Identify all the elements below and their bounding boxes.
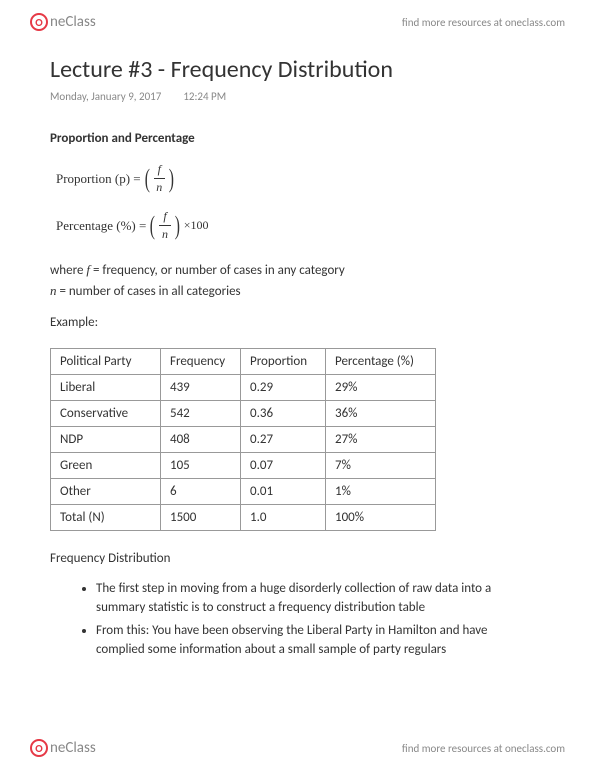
brand-logo: OneClass xyxy=(30,739,96,757)
table-body: Liberal4390.2929%Conservative5420.3636%N… xyxy=(51,375,436,531)
fraction: f n xyxy=(158,209,172,242)
table-cell: 439 xyxy=(161,375,241,401)
page-header: OneClass find more resources at oneclass… xyxy=(0,8,595,36)
times-100: ×100 xyxy=(184,218,209,233)
table-header-cell: Political Party xyxy=(51,349,161,375)
fraction-group: ( f n ) xyxy=(143,162,176,195)
page-title: Lecture #3 - Frequency Distribution xyxy=(50,55,545,84)
table-cell: Green xyxy=(51,453,161,479)
symbol-f: f xyxy=(86,262,90,277)
fraction-group: ( f n ) xyxy=(148,209,181,242)
page-footer: OneClass find more resources at oneclass… xyxy=(0,734,595,762)
table-cell: NDP xyxy=(51,427,161,453)
brand-name: neClass xyxy=(50,13,96,31)
date-line: Monday, January 9, 2017 12:24 PM xyxy=(50,90,545,103)
table-cell: 1500 xyxy=(161,505,241,531)
fraction-denominator: n xyxy=(158,226,172,242)
table-header-cell: Frequency xyxy=(161,349,241,375)
formula-percentage: Percentage (%) = ( f n ) ×100 xyxy=(56,209,545,242)
paren-left-icon: ( xyxy=(150,213,155,239)
fraction-numerator: f xyxy=(154,162,165,179)
brand-name: neClass xyxy=(50,739,96,757)
fraction: f n xyxy=(152,162,166,195)
where-text: = frequency, or number of cases in any c… xyxy=(93,263,345,278)
table-cell: 0.27 xyxy=(241,427,326,453)
page-time: 12:24 PM xyxy=(183,90,226,103)
table-cell: Liberal xyxy=(51,375,161,401)
table-cell: Total (N) xyxy=(51,505,161,531)
table-header-cell: Proportion xyxy=(241,349,326,375)
formula-proportion: Proportion (p) = ( f n ) xyxy=(56,162,545,195)
where-text: where xyxy=(50,263,86,278)
table-cell: 542 xyxy=(161,401,241,427)
table-row: NDP4080.2727% xyxy=(51,427,436,453)
section-fd-heading: Frequency Distribution xyxy=(50,551,545,566)
fraction-numerator: f xyxy=(159,209,170,226)
frequency-table: Political PartyFrequencyProportionPercen… xyxy=(50,348,436,531)
table-cell: Other xyxy=(51,479,161,505)
paren-left-icon: ( xyxy=(144,166,149,192)
table-row: Liberal4390.2929% xyxy=(51,375,436,401)
fraction-denominator: n xyxy=(152,179,166,195)
header-tagline: find more resources at oneclass.com xyxy=(402,16,565,29)
table-row: Green1050.077% xyxy=(51,453,436,479)
table-cell: 27% xyxy=(326,427,436,453)
table-row: Total (N)15001.0100% xyxy=(51,505,436,531)
where-clause: where f = frequency, or number of cases … xyxy=(50,260,545,301)
table-cell: 105 xyxy=(161,453,241,479)
where-text: = number of cases in all categories xyxy=(57,284,241,299)
formula-lhs: Percentage (%) = xyxy=(56,218,146,234)
table-header-cell: Percentage (%) xyxy=(326,349,436,375)
section-proportion-heading: Proportion and Percentage xyxy=(50,131,545,146)
table-cell: 100% xyxy=(326,505,436,531)
table-cell: 29% xyxy=(326,375,436,401)
table-cell: 1% xyxy=(326,479,436,505)
table-cell: 6 xyxy=(161,479,241,505)
bullet-list: The first step in moving from a huge dis… xyxy=(50,580,545,659)
formula-lhs: Proportion (p) = xyxy=(56,171,141,187)
list-item: From this: You have been observing the L… xyxy=(96,622,545,660)
table-cell: 7% xyxy=(326,453,436,479)
table-cell: 0.01 xyxy=(241,479,326,505)
brand-mark-icon: O xyxy=(30,13,48,31)
table-cell: 0.07 xyxy=(241,453,326,479)
paren-right-icon: ) xyxy=(169,166,174,192)
table-row: Conservative5420.3636% xyxy=(51,401,436,427)
table-cell: Conservative xyxy=(51,401,161,427)
table-row: Other60.011% xyxy=(51,479,436,505)
table-cell: 36% xyxy=(326,401,436,427)
table-cell: 0.29 xyxy=(241,375,326,401)
table-cell: 0.36 xyxy=(241,401,326,427)
paren-right-icon: ) xyxy=(175,213,180,239)
brand-mark-icon: O xyxy=(30,739,48,757)
document-body: Lecture #3 - Frequency Distribution Mond… xyxy=(50,55,545,663)
list-item: The first step in moving from a huge dis… xyxy=(96,580,545,618)
footer-tagline: find more resources at oneclass.com xyxy=(402,742,565,755)
example-label: Example: xyxy=(50,315,545,330)
page-date: Monday, January 9, 2017 xyxy=(50,90,161,103)
table-cell: 408 xyxy=(161,427,241,453)
table-cell: 1.0 xyxy=(241,505,326,531)
table-header-row: Political PartyFrequencyProportionPercen… xyxy=(51,349,436,375)
brand-logo: OneClass xyxy=(30,13,96,31)
